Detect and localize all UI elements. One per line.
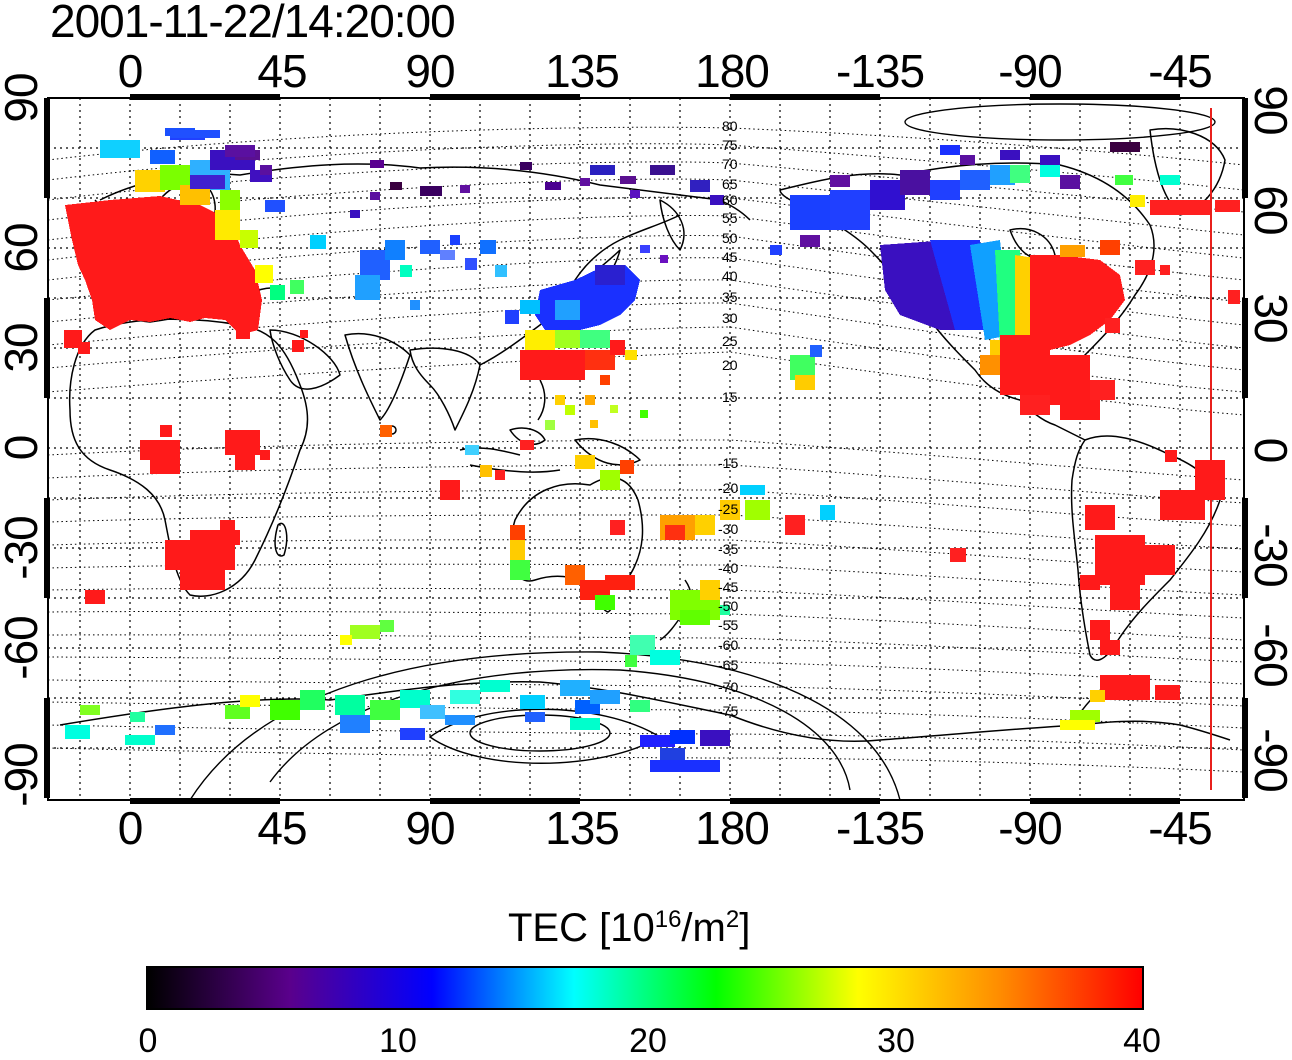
mlat-label: 55 [722,210,738,226]
tec-region-southern-ocean [340,548,966,645]
colorbar-tick: 30 [877,1022,915,1060]
mlat-label: 65 [722,176,738,192]
lat-tick-right: 90 [1245,85,1292,135]
colorbar-label: TEC [10 [508,906,655,950]
lon-tick-bottom: -135 [835,802,925,854]
mlat-label: -60 [718,637,738,653]
mlat-label: 40 [722,268,738,284]
lat-tick-right: 0 [1245,437,1292,463]
lon-tick-top: 0 [117,45,144,97]
lon-tick-top: 180 [695,45,770,97]
tec-region-indonesia [380,425,634,500]
mlat-label: -40 [718,560,738,576]
lat-tick-right: 30 [1245,293,1292,343]
lon-tick-bottom: 45 [257,802,307,854]
lat-tick-left: 0 [0,435,47,461]
magnetic-latitude-contours [47,126,1245,773]
tec-europe-gradient [100,128,285,300]
tec-region-japan [505,265,640,335]
lon-tick-top: -45 [1148,45,1212,97]
tec-region-africa [85,425,270,604]
mlat-label: 45 [722,249,738,265]
lat-tick-left: 60 [0,223,47,273]
tec-region-europe [64,196,308,354]
mlat-label: 70 [722,156,738,172]
lat-tick-right: -90 [1245,728,1292,792]
lat-tick-left: 90 [0,73,47,123]
lat-tick-right: 60 [1245,185,1292,235]
mlat-label: 35 [722,289,738,305]
colorbar-label-end: ] [739,906,751,950]
mlat-label: 60 [722,192,738,208]
lon-tick-bottom: 135 [545,802,620,854]
mlat-label: -25 [718,501,738,517]
lon-tick-top: -135 [835,45,925,97]
tec-region-south-america [1060,450,1225,730]
tec-region-antarctica [65,130,730,772]
colorbar-tick: 10 [379,1022,417,1060]
tec-region-pacific [545,345,822,430]
mlat-label: 80 [722,118,738,134]
colorbar-tick: 20 [629,1022,667,1060]
mlat-label: -30 [718,521,738,537]
frame-bands [44,94,1248,804]
lon-tick-bottom: -90 [998,802,1062,854]
mlat-label: 75 [722,137,738,153]
colorbar-label-mid: /m [681,906,726,950]
mlat-label: -70 [718,679,738,695]
mlat-label: -15 [718,455,738,471]
colorbar-tick: 40 [1123,1022,1161,1060]
lon-tick-bottom: 180 [695,802,770,854]
colorbar-tick: 0 [138,1022,158,1060]
lon-tick-bottom: -45 [1148,802,1212,854]
lat-tick-left: -30 [0,516,47,580]
tec-data [64,128,1240,772]
colorbar-title: TEC [1016/m2] [508,906,751,950]
mlat-label: 50 [722,230,738,246]
tec-region-australia [510,485,835,667]
magnetic-latitude-labels: 80 75 70 65 60 55 50 45 40 35 30 25 20 1… [718,118,738,719]
lon-tick-bottom: 90 [405,802,455,854]
colorbar [146,966,1144,1010]
lat-tick-left: -60 [0,616,47,680]
mlat-label: -55 [718,617,738,633]
tec-region-north-america [880,240,1170,420]
mlat-label: -35 [718,541,738,557]
mlat-label: -65 [718,657,738,673]
lat-tick-right: -60 [1245,623,1292,687]
mlat-label: -75 [718,703,738,719]
mlat-label: 30 [722,310,738,326]
lat-tick-left: 30 [0,323,47,373]
plot-title: 2001-11-22/14:20:00 [50,0,456,47]
lon-tick-top: 90 [405,45,455,97]
mlat-label: -50 [718,598,738,614]
tec-region-central-asia [290,235,668,310]
tec-region-arctic-america [770,142,1240,304]
lon-tick-top: -90 [998,45,1062,97]
tec-region-russia [225,145,724,218]
colorbar-exp1: 16 [654,906,682,933]
mlat-label: 25 [722,333,738,349]
colorbar-exp2: 2 [725,906,740,933]
mlat-label: -45 [718,579,738,595]
lon-tick-top: 45 [257,45,307,97]
lat-tick-left: -90 [0,743,47,807]
mlat-label: 15 [722,389,738,405]
lon-tick-bottom: 0 [117,802,144,854]
mlat-label: 20 [722,357,738,373]
mlat-label: -20 [718,480,738,496]
tec-region-south-china [520,330,637,385]
lon-tick-top: 135 [545,45,620,97]
lat-tick-right: -30 [1245,523,1292,587]
